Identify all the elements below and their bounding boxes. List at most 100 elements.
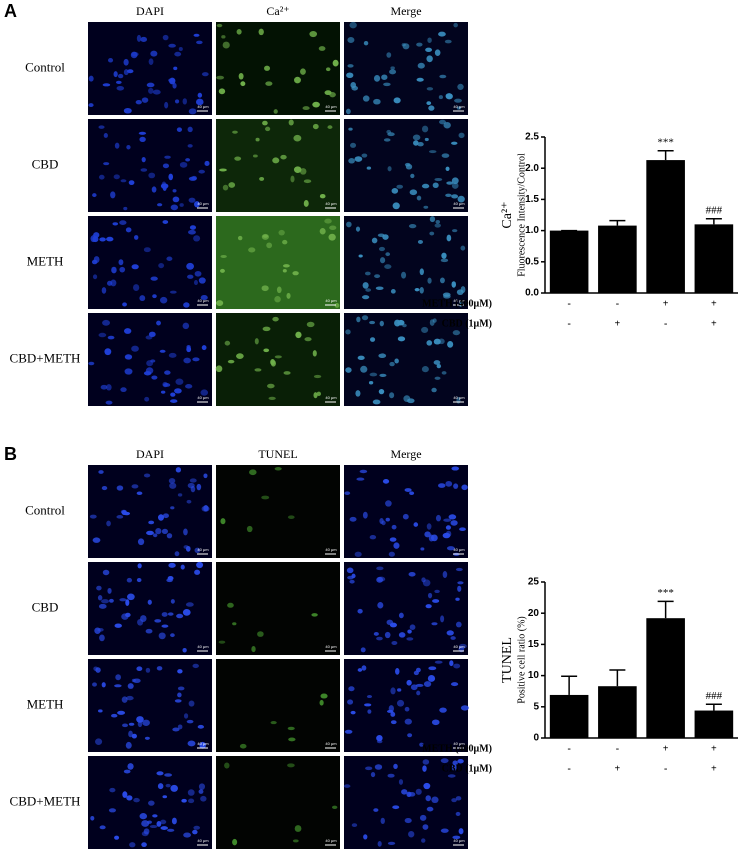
condition-name: METH (400μM) — [422, 743, 492, 754]
scale-bar-label: 40 μm — [453, 395, 465, 400]
cell — [441, 252, 447, 259]
cell — [139, 295, 146, 302]
condition-sign: + — [663, 298, 669, 309]
scale-bar-label: 40 μm — [197, 104, 209, 109]
cell — [415, 788, 422, 795]
cell — [446, 630, 454, 636]
cell — [200, 795, 207, 802]
cell — [413, 670, 419, 676]
cell — [200, 295, 208, 301]
micrograph: 40 μm — [216, 119, 340, 212]
cell — [312, 123, 319, 130]
cell — [177, 669, 183, 674]
cell — [149, 824, 158, 829]
cell — [282, 239, 288, 245]
column-header: TUNEL — [258, 447, 297, 461]
cell — [174, 551, 180, 557]
cell — [421, 125, 429, 133]
cell — [263, 348, 270, 353]
cell — [140, 168, 148, 172]
cell — [148, 520, 155, 525]
cell — [272, 157, 280, 164]
cell — [286, 292, 291, 299]
cell — [170, 633, 175, 638]
cell — [167, 575, 174, 581]
cell — [146, 82, 155, 88]
cell — [198, 783, 205, 791]
cell — [424, 531, 431, 538]
cell — [372, 399, 381, 405]
image-background — [344, 465, 468, 558]
cell — [442, 292, 451, 297]
image-background — [216, 119, 340, 212]
cell — [426, 55, 433, 63]
cell — [272, 316, 279, 322]
cell — [187, 482, 195, 489]
cell — [262, 120, 268, 126]
cell — [158, 262, 165, 269]
cell — [457, 759, 464, 764]
cell — [419, 742, 424, 747]
cell — [384, 631, 391, 639]
cell — [239, 743, 247, 749]
micrograph: 40 μm — [344, 21, 468, 115]
cell — [439, 277, 445, 284]
cell — [412, 134, 421, 141]
cell — [266, 242, 273, 249]
cell — [222, 184, 229, 191]
cell — [174, 99, 180, 104]
cell — [265, 81, 273, 86]
cell — [303, 179, 312, 184]
panel-label: B — [4, 444, 17, 464]
cell — [367, 709, 372, 714]
cell — [458, 132, 465, 139]
cell — [355, 390, 361, 397]
cell — [432, 318, 437, 323]
cell — [404, 488, 412, 493]
bar — [646, 160, 685, 293]
cell — [136, 34, 142, 42]
cell — [162, 220, 169, 224]
cell — [407, 733, 413, 738]
cell — [387, 773, 395, 778]
cell — [429, 150, 437, 154]
cell — [185, 384, 193, 389]
cell — [183, 713, 189, 719]
cell — [390, 289, 396, 294]
cell — [446, 93, 452, 99]
cell — [393, 763, 398, 770]
cell — [141, 831, 149, 837]
cell — [122, 302, 127, 307]
cell — [421, 838, 426, 843]
cell — [427, 37, 432, 43]
cell — [101, 287, 107, 294]
cell — [390, 66, 395, 70]
cell — [103, 162, 110, 166]
cell — [100, 384, 108, 390]
cell — [293, 166, 302, 173]
micrograph: 40 μm — [344, 465, 468, 558]
cell — [312, 350, 317, 357]
cell — [292, 271, 299, 276]
cell — [445, 530, 452, 537]
cell — [136, 666, 143, 672]
cell — [152, 89, 161, 95]
scale-bar-label: 40 μm — [453, 104, 465, 109]
cell — [295, 331, 302, 339]
cell — [373, 632, 379, 636]
cell — [146, 530, 154, 536]
cell — [170, 784, 178, 792]
cell — [331, 805, 338, 810]
cell — [220, 518, 226, 525]
cell — [347, 699, 354, 705]
image-background — [216, 659, 340, 752]
cell — [183, 357, 191, 364]
scale-bar-label: 40 μm — [453, 547, 465, 552]
cell — [311, 613, 318, 617]
cell — [196, 483, 202, 491]
cell — [142, 719, 150, 726]
cell — [183, 545, 189, 549]
y-axis-subtitle: Fluorescence Intensity/Control — [516, 153, 527, 277]
cell — [131, 484, 139, 489]
y-tick-label: 25 — [528, 577, 540, 588]
